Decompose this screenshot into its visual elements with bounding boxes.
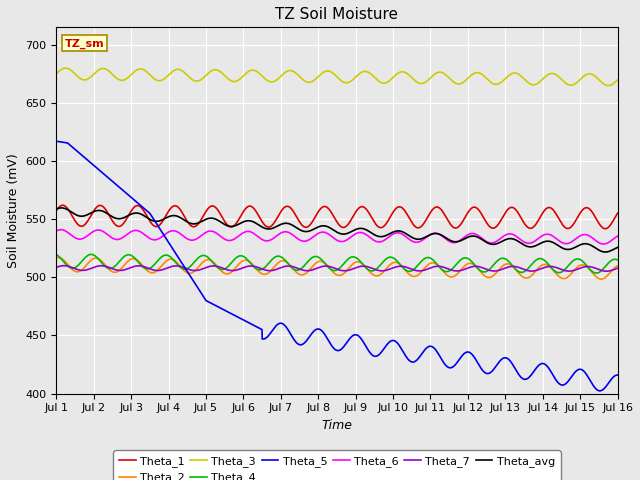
Theta_2 <box>543 262 550 267</box>
Theta_3 <box>292 70 300 76</box>
Theta_5 <box>116 185 124 191</box>
Theta_6 <box>52 228 60 234</box>
Theta_2 <box>614 263 621 269</box>
Theta_6 <box>603 240 611 246</box>
Theta_4 <box>593 270 600 276</box>
Theta_7 <box>614 265 621 271</box>
Line: Theta_6: Theta_6 <box>56 229 618 244</box>
Theta_7 <box>52 264 60 270</box>
Theta_2 <box>603 273 611 279</box>
Theta_3 <box>268 79 276 85</box>
Theta_4 <box>268 257 276 263</box>
Theta_6 <box>150 237 157 243</box>
Theta_2 <box>597 276 605 282</box>
Theta_2 <box>268 267 276 273</box>
Theta_1 <box>603 226 611 231</box>
Theta_2 <box>54 255 62 261</box>
Theta_7 <box>150 267 157 273</box>
Theta_3 <box>604 83 612 88</box>
Theta_7 <box>292 265 300 271</box>
Line: Theta_1: Theta_1 <box>56 205 618 228</box>
Title: TZ Soil Moisture: TZ Soil Moisture <box>275 7 399 22</box>
Theta_6 <box>57 227 65 232</box>
Theta_1 <box>116 223 124 229</box>
Theta_2 <box>292 269 300 275</box>
Theta_7 <box>603 268 611 274</box>
Theta_3 <box>116 77 124 83</box>
Theta_6 <box>543 231 550 237</box>
Theta_4 <box>116 257 124 263</box>
Theta_avg <box>602 249 609 255</box>
Line: Theta_2: Theta_2 <box>56 258 618 279</box>
Theta_1 <box>150 223 157 228</box>
Text: TZ_sm: TZ_sm <box>65 38 104 48</box>
Theta_6 <box>600 241 607 247</box>
Theta_avg <box>603 249 611 255</box>
Theta_avg <box>58 205 65 211</box>
Theta_avg <box>614 244 621 250</box>
Theta_4 <box>292 267 300 273</box>
Theta_2 <box>116 266 124 272</box>
Theta_2 <box>52 255 60 261</box>
Line: Theta_7: Theta_7 <box>56 266 618 271</box>
Theta_6 <box>268 237 276 242</box>
Theta_3 <box>62 65 70 71</box>
Theta_5 <box>292 339 300 345</box>
X-axis label: Time: Time <box>321 419 353 432</box>
Theta_1 <box>268 223 276 228</box>
Theta_6 <box>614 233 621 239</box>
Theta_1 <box>59 203 67 208</box>
Theta_7 <box>268 268 276 274</box>
Line: Theta_3: Theta_3 <box>56 68 618 85</box>
Theta_4 <box>603 262 611 267</box>
Theta_avg <box>150 218 157 224</box>
Theta_avg <box>268 226 276 231</box>
Theta_3 <box>603 83 611 88</box>
Theta_3 <box>543 73 550 79</box>
Theta_5 <box>603 383 611 388</box>
Y-axis label: Soil Moisture (mV): Soil Moisture (mV) <box>7 153 20 268</box>
Theta_5 <box>596 388 604 394</box>
Theta_4 <box>87 252 95 257</box>
Theta_7 <box>603 268 611 274</box>
Theta_avg <box>543 239 550 244</box>
Theta_2 <box>150 270 157 276</box>
Theta_5 <box>52 138 60 144</box>
Theta_4 <box>52 252 60 258</box>
Theta_6 <box>116 236 124 241</box>
Line: Theta_5: Theta_5 <box>56 141 618 391</box>
Theta_5 <box>542 362 550 368</box>
Theta_1 <box>543 206 550 212</box>
Line: Theta_4: Theta_4 <box>56 254 618 273</box>
Theta_7 <box>116 267 124 273</box>
Line: Theta_avg: Theta_avg <box>56 208 618 252</box>
Theta_7 <box>60 263 68 269</box>
Theta_7 <box>543 264 550 270</box>
Theta_1 <box>52 208 60 214</box>
Theta_avg <box>52 206 60 212</box>
Theta_3 <box>150 75 157 81</box>
Theta_5 <box>268 329 275 335</box>
Theta_3 <box>52 71 60 77</box>
Legend: Theta_1, Theta_2, Theta_3, Theta_4, Theta_5, Theta_6, Theta_7, Theta_avg: Theta_1, Theta_2, Theta_3, Theta_4, Thet… <box>113 450 561 480</box>
Theta_1 <box>292 213 300 219</box>
Theta_1 <box>614 210 621 216</box>
Theta_avg <box>292 225 300 230</box>
Theta_5 <box>150 216 157 222</box>
Theta_1 <box>602 226 609 231</box>
Theta_4 <box>543 259 550 265</box>
Theta_4 <box>150 262 157 268</box>
Theta_3 <box>614 77 621 83</box>
Theta_avg <box>116 216 124 222</box>
Theta_6 <box>292 235 300 240</box>
Theta_5 <box>614 372 621 378</box>
Theta_4 <box>614 257 621 263</box>
